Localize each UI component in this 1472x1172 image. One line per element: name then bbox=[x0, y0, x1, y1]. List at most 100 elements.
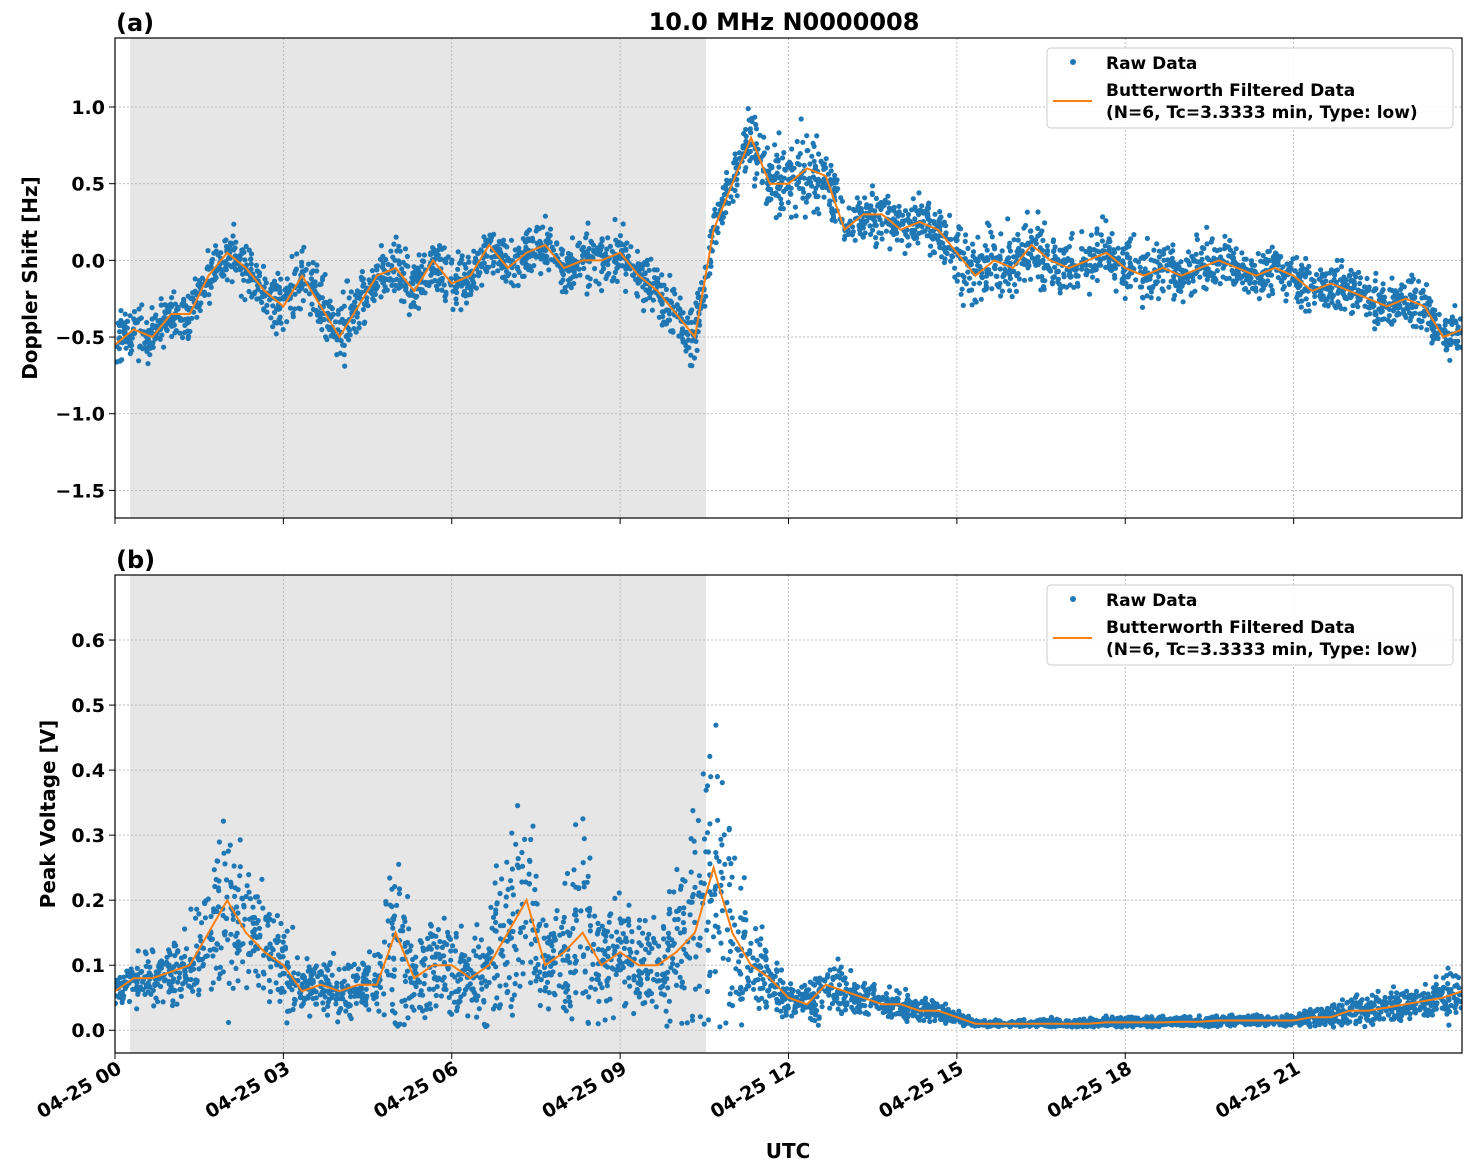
raw-data-point bbox=[742, 910, 748, 916]
raw-data-point bbox=[749, 155, 755, 161]
raw-data-point bbox=[567, 930, 573, 936]
raw-data-point bbox=[319, 295, 325, 301]
raw-data-point bbox=[182, 926, 188, 932]
raw-data-point bbox=[256, 273, 263, 279]
raw-data-point bbox=[984, 247, 990, 253]
raw-data-point bbox=[883, 228, 890, 234]
raw-data-point bbox=[634, 291, 640, 297]
raw-data-point bbox=[166, 962, 172, 968]
raw-data-point bbox=[333, 1001, 339, 1007]
raw-data-point bbox=[666, 317, 673, 323]
raw-data-point bbox=[344, 278, 350, 284]
raw-data-point bbox=[948, 258, 954, 264]
raw-data-point bbox=[818, 158, 824, 164]
raw-data-point bbox=[569, 1016, 575, 1022]
raw-data-point bbox=[396, 261, 402, 267]
raw-data-point bbox=[559, 924, 565, 931]
raw-data-point bbox=[576, 885, 582, 891]
raw-data-point bbox=[554, 240, 560, 246]
raw-data-point bbox=[1002, 266, 1008, 273]
raw-data-point bbox=[1011, 237, 1017, 243]
raw-data-point bbox=[726, 882, 733, 888]
raw-data-point bbox=[389, 1001, 396, 1007]
raw-data-point bbox=[337, 350, 343, 356]
raw-data-point bbox=[169, 333, 175, 340]
raw-data-point bbox=[356, 320, 362, 326]
raw-data-point bbox=[573, 990, 579, 996]
raw-data-point bbox=[391, 288, 397, 294]
raw-data-point bbox=[402, 978, 409, 985]
raw-data-point bbox=[828, 162, 834, 168]
raw-data-point bbox=[639, 970, 645, 976]
raw-data-point bbox=[404, 968, 410, 974]
raw-data-point bbox=[458, 283, 465, 289]
raw-data-point bbox=[150, 344, 156, 350]
raw-data-point bbox=[1035, 209, 1041, 215]
raw-data-point bbox=[795, 1002, 801, 1009]
raw-data-point bbox=[312, 279, 318, 285]
raw-data-point bbox=[878, 230, 884, 236]
raw-data-point bbox=[735, 929, 741, 935]
raw-data-point bbox=[1392, 288, 1398, 294]
raw-data-point bbox=[557, 932, 563, 938]
raw-data-point bbox=[743, 126, 749, 133]
raw-data-point bbox=[584, 291, 590, 297]
raw-data-point bbox=[493, 910, 499, 917]
raw-data-point bbox=[675, 306, 682, 312]
raw-data-point bbox=[585, 1019, 591, 1025]
raw-data-point bbox=[788, 981, 794, 987]
raw-data-point bbox=[609, 278, 615, 284]
raw-data-point bbox=[1160, 288, 1166, 294]
raw-data-point bbox=[241, 902, 247, 908]
raw-data-point bbox=[433, 1003, 439, 1009]
raw-data-point bbox=[1170, 259, 1176, 265]
raw-data-point bbox=[1141, 255, 1147, 261]
raw-data-point bbox=[1085, 268, 1091, 274]
raw-data-point bbox=[281, 933, 287, 940]
raw-data-point bbox=[886, 205, 892, 211]
raw-data-point bbox=[711, 213, 717, 219]
raw-data-point bbox=[559, 251, 565, 257]
raw-data-point bbox=[419, 287, 425, 293]
raw-data-point bbox=[812, 165, 819, 171]
raw-data-point bbox=[463, 986, 469, 993]
raw-data-point bbox=[1447, 357, 1453, 363]
raw-data-point bbox=[251, 914, 258, 921]
raw-data-point bbox=[577, 944, 584, 950]
raw-data-point bbox=[642, 1000, 648, 1006]
raw-data-point bbox=[479, 986, 485, 992]
raw-data-point bbox=[671, 889, 677, 895]
raw-data-point bbox=[422, 279, 429, 285]
raw-data-point bbox=[586, 246, 592, 252]
raw-data-point bbox=[1011, 268, 1017, 274]
raw-data-point bbox=[136, 306, 142, 312]
raw-data-point bbox=[385, 972, 392, 978]
raw-data-point bbox=[786, 164, 792, 170]
raw-data-point bbox=[1044, 243, 1050, 249]
raw-data-point bbox=[847, 218, 853, 224]
panel-a: −1.5−1.0−0.50.00.51.0(a)Doppler Shift [H… bbox=[18, 9, 1463, 524]
raw-data-point bbox=[1332, 303, 1338, 309]
raw-data-point bbox=[969, 302, 975, 308]
raw-data-point bbox=[689, 1017, 696, 1023]
raw-data-point bbox=[636, 994, 642, 1000]
raw-data-point bbox=[368, 289, 374, 295]
raw-data-point bbox=[741, 875, 747, 881]
raw-data-point bbox=[691, 838, 697, 844]
raw-data-point bbox=[654, 971, 660, 978]
raw-data-point bbox=[1061, 271, 1067, 277]
raw-data-point bbox=[675, 916, 681, 923]
raw-data-point bbox=[867, 223, 873, 229]
raw-data-point bbox=[126, 998, 133, 1005]
raw-data-point bbox=[1024, 209, 1030, 215]
raw-data-point bbox=[533, 955, 539, 962]
raw-data-point bbox=[313, 1001, 320, 1007]
raw-data-point bbox=[471, 248, 477, 254]
raw-data-point bbox=[759, 179, 765, 186]
raw-data-point bbox=[278, 276, 284, 282]
raw-data-point bbox=[1357, 280, 1363, 287]
raw-data-point bbox=[729, 1003, 736, 1009]
raw-data-point bbox=[417, 938, 423, 944]
raw-data-point bbox=[505, 886, 511, 893]
raw-data-point bbox=[281, 971, 287, 977]
